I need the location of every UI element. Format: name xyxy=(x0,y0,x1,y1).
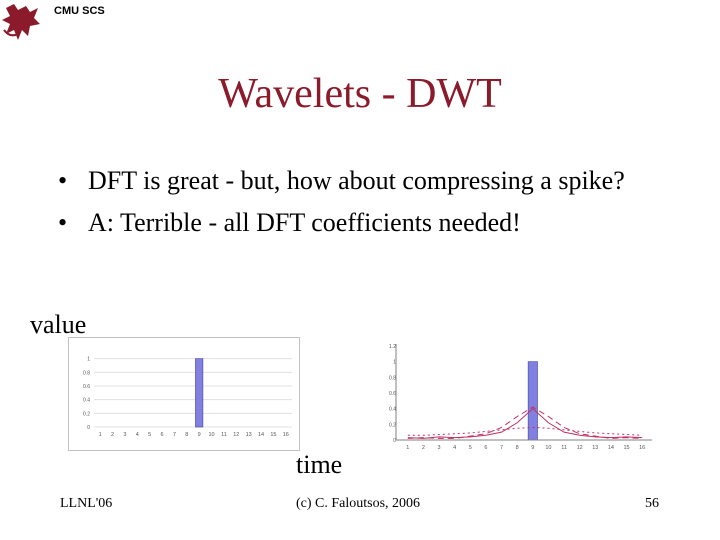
y-tick-label: 1 xyxy=(393,360,396,366)
bullet-item: A: Terrible - all DFT coefficients neede… xyxy=(58,206,678,240)
bar xyxy=(527,361,538,441)
x-tick-label: 5 xyxy=(469,445,472,451)
x-tick-label: 9 xyxy=(198,432,201,438)
footer-center: (c) C. Faloutsos, 2006 xyxy=(296,496,421,511)
x-tick-label: 1 xyxy=(99,432,102,438)
x-tick-label: 1 xyxy=(406,445,409,451)
series-line xyxy=(407,406,643,439)
x-tick-label: 13 xyxy=(246,432,252,438)
y-tick-label: 1 xyxy=(87,357,90,363)
x-tick-label: 2 xyxy=(111,432,114,438)
x-tick-label: 7 xyxy=(173,432,176,438)
y-tick-label: 0.6 xyxy=(83,384,90,390)
griffin-logo-icon xyxy=(2,4,40,40)
x-tick-label: 6 xyxy=(484,445,487,451)
y-tick-label: 0.8 xyxy=(389,375,396,381)
y-tick-label: 0.8 xyxy=(83,370,90,376)
y-tick-label: 0.2 xyxy=(389,422,396,428)
x-tick-label: 10 xyxy=(545,445,551,451)
x-tick-label: 10 xyxy=(209,432,215,438)
series-line xyxy=(407,426,643,436)
x-tick-label: 16 xyxy=(283,432,289,438)
x-tick-label: 11 xyxy=(561,445,567,451)
y-axis-label: value xyxy=(30,310,87,339)
bar xyxy=(195,358,204,428)
slide-title: Wavelets - DWT xyxy=(218,71,502,117)
x-tick-label: 12 xyxy=(233,432,239,438)
x-tick-label: 16 xyxy=(639,445,645,451)
x-tick-label: 14 xyxy=(258,432,264,438)
y-tick-label: 0.6 xyxy=(389,391,396,397)
y-tick-label: 1.2 xyxy=(389,344,396,350)
x-tick-label: 5 xyxy=(148,432,151,438)
x-tick-label: 11 xyxy=(221,432,227,438)
x-tick-label: 3 xyxy=(438,445,441,451)
footer-left: LLNL'06 xyxy=(60,496,113,511)
x-tick-label: 14 xyxy=(608,445,614,451)
y-tick-label: 0.4 xyxy=(83,398,90,404)
x-tick-label: 4 xyxy=(136,432,139,438)
y-tick-label: 0 xyxy=(87,425,90,431)
x-tick-label: 12 xyxy=(577,445,583,451)
dft-chart: 00.20.40.60.811.2 1 2 3 4 5 6 7 8 9 10 11 12 13 14 15 1… xyxy=(389,344,652,451)
x-tick-label: 15 xyxy=(270,432,276,438)
x-tick-label: 9 xyxy=(531,445,534,451)
y-tick-label: 0.2 xyxy=(83,411,90,417)
x-tick-label: 15 xyxy=(624,445,630,451)
x-tick-label: 2 xyxy=(422,445,425,451)
x-tick-label: 6 xyxy=(161,432,164,438)
x-tick-label: 7 xyxy=(500,445,503,451)
x-tick-label: 13 xyxy=(592,445,598,451)
spike-chart: 00.20.40.60.81 1 2 3 4 5 6 7 8 9 10 11 12 13 14 15 16 xyxy=(68,337,300,451)
org-label: CMU SCS xyxy=(54,5,105,17)
y-tick-label: 0 xyxy=(393,438,396,444)
x-axis-label: time xyxy=(296,450,343,479)
bullet-item: DFT is great - but, how about compressin… xyxy=(58,164,678,198)
footer-page-number: 56 xyxy=(645,496,659,511)
x-tick-label: 3 xyxy=(123,432,126,438)
x-tick-label: 8 xyxy=(185,432,188,438)
x-tick-label: 4 xyxy=(453,445,456,451)
x-tick-label: 8 xyxy=(516,445,519,451)
y-tick-label: 0.4 xyxy=(389,407,396,413)
bullet-list: DFT is great - but, how about compressin… xyxy=(58,164,678,248)
